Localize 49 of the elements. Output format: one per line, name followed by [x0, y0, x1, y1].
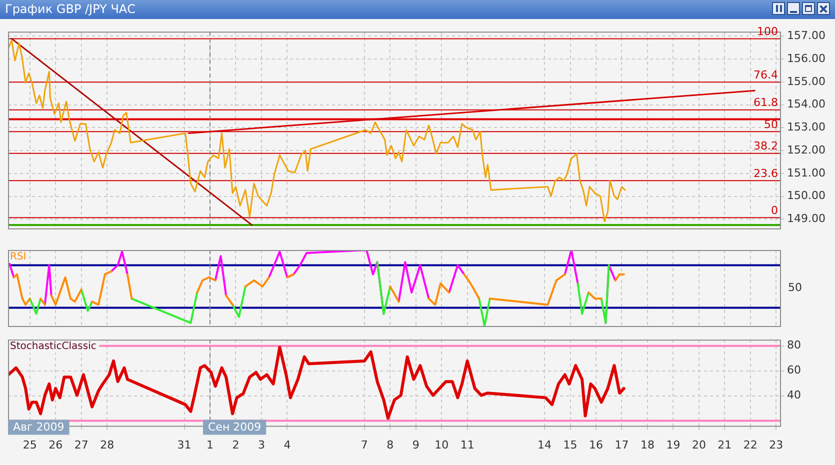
x-tick-label: 22: [743, 438, 758, 452]
x-tick-label: 2: [232, 438, 240, 452]
y-tick-label: 149.00: [787, 212, 826, 226]
text: 50: [788, 280, 802, 294]
annotation: 0: [771, 204, 778, 218]
x-tick-label: 16: [589, 438, 604, 452]
chart-title: StochasticClassic: [10, 341, 96, 352]
x-tick-label: 27: [74, 438, 88, 452]
x-tick-label: 4: [284, 438, 291, 452]
x-tick-label: 7: [360, 438, 368, 452]
chart-title: RSI: [10, 252, 26, 263]
x-tick-label: 20: [692, 438, 706, 452]
x-tick-label: 1: [206, 438, 214, 452]
x-tick-label: 19: [666, 438, 680, 452]
x-tick-label: 10: [434, 438, 449, 452]
y-tick-label: 156.00: [787, 52, 826, 65]
y-tick-label: 80: [787, 338, 801, 352]
x-tick-label: 28: [100, 438, 114, 452]
x-tick-label: 25: [22, 438, 37, 452]
y-tick-label: 152.00: [787, 143, 826, 156]
y-tick-label: 40: [787, 388, 801, 402]
annotation: 38.2: [754, 140, 778, 153]
annotation: 50: [764, 118, 778, 131]
x-tick-label: 8: [386, 438, 394, 452]
y-tick-label: 157.00: [787, 29, 826, 42]
x-tick-label: 14: [538, 438, 552, 452]
y-tick-label: 155.00: [787, 74, 826, 88]
x-tick-label: 31: [177, 438, 192, 452]
x-tick-label: 21: [718, 438, 732, 452]
x-tick-label: 18: [640, 438, 654, 452]
x-tick-label: 17: [614, 438, 629, 452]
annotation: Сен 2009: [208, 420, 262, 434]
x-tick-label: 9: [412, 438, 420, 452]
y-tick-label: 150.00: [787, 189, 826, 202]
x-tick-label: 3: [258, 438, 265, 452]
x-tick-label: 11: [460, 438, 474, 452]
chart-title: График GBP /JPY ЧАС: [5, 2, 136, 16]
y-tick-label: 151.00: [787, 166, 826, 180]
y-tick-label: 153.00: [787, 120, 826, 134]
annotation: 61.8: [754, 96, 778, 110]
x-tick-label: 23: [769, 438, 784, 452]
annotation: 100: [757, 25, 778, 38]
x-tick-label: 26: [48, 438, 63, 452]
annotation: 76.4: [754, 68, 778, 82]
y-tick-label: 60: [787, 364, 801, 377]
x-tick-label: 15: [563, 438, 578, 452]
annotation: Авг 2009: [13, 420, 64, 434]
y-tick-label: 154.00: [787, 98, 826, 111]
annotation: 23.6: [754, 166, 778, 180]
